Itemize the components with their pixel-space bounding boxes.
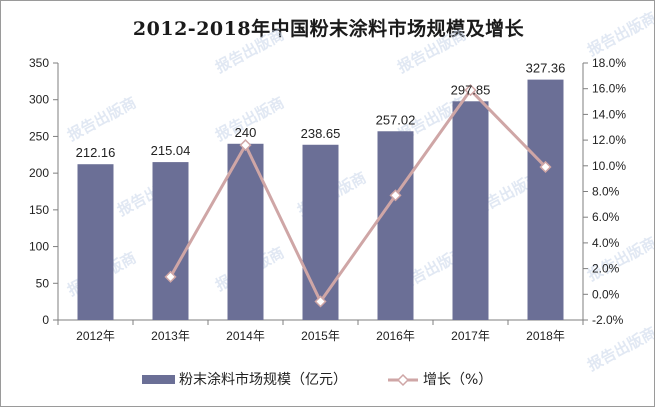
legend-label-bar: 粉末涂料市场规模（亿元） [179,371,347,388]
bar [77,164,114,320]
growth-marker [389,189,402,202]
growth-marker [164,270,177,283]
watermark-text: 报告出版商 [212,25,287,76]
legend-label-line: 增长（%） [423,372,492,388]
y2-tick-label: 10.0% [592,159,626,173]
watermark-text: 报告出版商 [394,25,469,76]
x-tick-label: 2016年 [376,329,415,343]
y2-tick-label: 14.0% [592,107,626,121]
y-tick-label: 200 [29,166,49,180]
growth-marker [239,139,252,152]
chart-title: 2012-2018年中国粉末涂料市场规模及增长 [132,18,525,40]
y-tick-label: 250 [29,129,49,143]
y2-tick-label: 8.0% [592,185,620,199]
bar [452,101,489,320]
growth-marker [314,295,327,308]
y-tick-label: 100 [29,240,49,254]
y2-tick-label: 0.0% [592,287,620,301]
y2-tick-label: 6.0% [592,210,620,224]
bar [527,79,564,320]
y-tick-label: 350 [29,56,49,70]
watermark-text: 报告出版商 [584,323,655,374]
legend-swatch-marker [396,373,410,387]
y2-tick-label: 18.0% [592,56,626,70]
watermark-text: 报告出版商 [584,8,655,59]
y2-tick-label: -2.0% [592,313,624,327]
bar-data-label: 238.65 [301,126,341,141]
bar-data-label: 257.02 [376,112,416,127]
x-tick-label: 2018年 [526,329,565,343]
y-tick-label: 150 [29,203,49,217]
y2-tick-label: 16.0% [592,82,626,96]
x-tick-label: 2012年 [76,329,115,343]
x-tick-label: 2017年 [451,329,490,343]
legend-swatch-bar [142,375,175,384]
bar [152,162,189,320]
growth-marker [539,160,552,174]
bar-data-label: 212.16 [76,145,116,160]
bar-data-label: 240 [235,125,257,140]
y2-tick-label: 2.0% [592,262,620,276]
y2-tick-label: 4.0% [592,236,620,250]
y-tick-label: 50 [36,276,50,290]
bar [302,144,339,320]
x-tick-label: 2014年 [226,329,265,343]
bar-data-label: 297.85 [451,82,491,97]
y2-tick-label: 12.0% [592,133,626,147]
watermark-text: 报告出版商 [64,93,139,144]
growth-marker [464,84,477,97]
bar-data-label: 327.36 [526,61,566,76]
bar-data-label: 215.04 [151,143,191,158]
x-tick-label: 2013年 [151,329,190,343]
x-tick-label: 2015年 [301,329,340,343]
y-tick-label: 0 [42,313,49,327]
y-tick-label: 300 [29,93,49,107]
growth-line [169,87,547,305]
bar [377,131,414,320]
